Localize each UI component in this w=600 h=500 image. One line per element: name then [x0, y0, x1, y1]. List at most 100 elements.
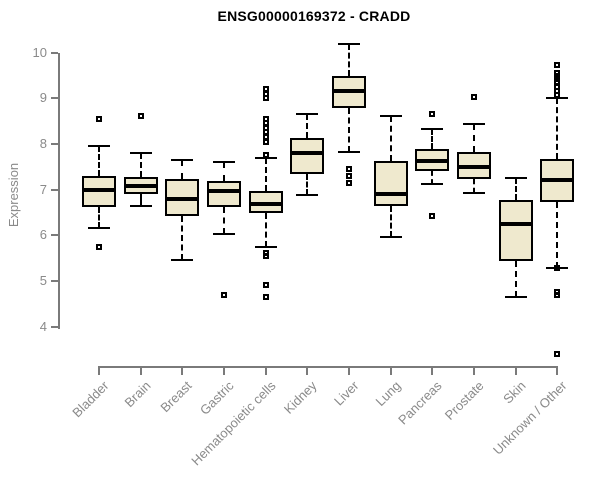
- x-tick: [431, 368, 434, 375]
- boxplot-brain-outlier: [137, 113, 144, 120]
- boxplot-prostate-lower-cap: [462, 191, 485, 194]
- boxplot-liver-lower-cap: [337, 150, 360, 153]
- boxplot-brain-median: [123, 183, 158, 188]
- boxplot-hematopoietic-cells-upper-whisker: [264, 157, 267, 191]
- boxplot-skin-median: [498, 221, 533, 226]
- boxplot-gastric-outlier: [220, 291, 227, 298]
- y-tick: [51, 142, 58, 145]
- boxplot-pancreas-lower-cap: [421, 183, 444, 186]
- boxplot-lung-box: [373, 161, 408, 206]
- boxplot-unknown-other-upper-whisker: [556, 98, 559, 159]
- boxplot-hematopoietic-cells-outlier: [262, 282, 269, 289]
- y-tick-label: 5: [39, 272, 47, 288]
- boxplot-unknown-other-outlier: [554, 61, 561, 68]
- boxplot-pancreas-outlier: [429, 111, 436, 118]
- boxplot-pancreas-upper-cap: [421, 128, 444, 131]
- boxplot-kidney-upper-whisker: [306, 114, 309, 139]
- x-tick: [98, 368, 100, 375]
- boxplot-prostate-median: [456, 165, 491, 170]
- boxplot-hematopoietic-cells-outlier: [262, 252, 269, 259]
- x-tick: [306, 368, 309, 375]
- y-tick: [51, 325, 58, 328]
- y-tick-label: 7: [39, 181, 47, 197]
- boxplot-liver-outlier: [345, 165, 352, 172]
- y-axis-line: [58, 52, 60, 329]
- boxplot-hematopoietic-cells-outlier: [262, 152, 269, 159]
- boxplot-skin-box: [498, 200, 533, 261]
- boxplot-prostate-outlier: [470, 93, 477, 100]
- boxplot-gastric-box: [206, 181, 241, 207]
- boxplot-breast-median: [165, 196, 200, 201]
- boxplot-pancreas-median: [415, 158, 450, 163]
- y-tick-label: 6: [39, 227, 47, 243]
- boxplot-lung-lower-whisker: [389, 205, 392, 238]
- boxplot-hematopoietic-cells-outlier: [262, 95, 269, 102]
- y-tick-label: 8: [39, 135, 47, 151]
- boxplot-gastric-upper-cap: [212, 160, 235, 163]
- boxplot-prostate-upper-whisker: [472, 124, 475, 152]
- boxplot-lung-upper-whisker: [389, 115, 392, 162]
- boxplot-breast-lower-whisker: [181, 216, 184, 260]
- boxplot-kidney-box: [290, 138, 325, 174]
- boxplot-hematopoietic-cells-median: [248, 202, 283, 207]
- y-tick-label: 4: [39, 318, 47, 334]
- boxplot-gastric-lower-whisker: [222, 206, 225, 235]
- x-tick: [389, 368, 392, 375]
- x-tick: [347, 368, 350, 375]
- boxplot-pancreas-outlier: [429, 212, 436, 219]
- boxplot-liver-upper-whisker: [347, 43, 350, 77]
- boxplot-unknown-other-outlier: [554, 350, 561, 357]
- boxplot-brain-lower-whisker: [139, 193, 142, 206]
- boxplot-breast-upper-whisker: [181, 159, 184, 179]
- boxplot-lung-lower-cap: [379, 236, 402, 239]
- boxplot-unknown-other-lower-whisker: [556, 201, 559, 269]
- y-tick: [51, 279, 58, 282]
- x-tick: [514, 368, 517, 375]
- y-tick-label: 9: [39, 90, 47, 106]
- boxplot-unknown-other-outlier: [554, 292, 561, 299]
- boxplot-unknown-other-outlier: [554, 91, 561, 98]
- boxplot-bladder-upper-whisker: [98, 146, 100, 176]
- y-tick: [51, 188, 58, 191]
- boxplot-hematopoietic-cells-box: [248, 190, 283, 213]
- boxplot-skin-lower-whisker: [514, 260, 517, 298]
- boxplot-unknown-other-lower-cap: [546, 267, 569, 270]
- boxplot-bladder-median: [82, 187, 116, 192]
- y-tick: [51, 234, 58, 237]
- boxplot-liver-lower-whisker: [347, 107, 350, 152]
- boxplot-kidney-median: [290, 150, 325, 155]
- boxplot-lung-median: [373, 191, 408, 196]
- boxplot-unknown-other-upper-cap: [546, 97, 569, 100]
- y-tick: [51, 51, 58, 54]
- boxplot-bladder-outlier: [96, 244, 102, 251]
- x-tick: [264, 368, 267, 375]
- x-tick: [181, 368, 184, 375]
- boxplot-bladder-outlier: [96, 115, 102, 122]
- boxplot-skin-lower-cap: [504, 296, 527, 299]
- boxplot-bladder-upper-cap: [88, 145, 110, 148]
- boxplot-hematopoietic-cells-lower-whisker: [264, 212, 267, 248]
- boxplot-bladder-lower-whisker: [98, 206, 100, 229]
- boxplot-hematopoietic-cells-outlier: [262, 138, 269, 145]
- x-tick: [139, 368, 142, 375]
- boxplot-prostate-upper-cap: [462, 123, 485, 126]
- boxplot-brain-upper-cap: [129, 151, 152, 154]
- boxplot-kidney-lower-whisker: [306, 173, 309, 195]
- boxplot-liver-upper-cap: [337, 42, 360, 45]
- boxplot-pancreas-upper-whisker: [431, 129, 434, 150]
- boxplot-gastric-upper-whisker: [222, 161, 225, 182]
- boxplot-skin-upper-cap: [504, 177, 527, 180]
- y-tick: [51, 97, 58, 100]
- boxplot-liver-outlier: [345, 179, 352, 186]
- boxplot-breast-upper-cap: [171, 158, 194, 161]
- boxplot-skin-upper-whisker: [514, 178, 517, 201]
- boxplot-brain-upper-whisker: [139, 152, 142, 177]
- boxplot-liver-median: [331, 89, 366, 94]
- boxplot-hematopoietic-cells-lower-cap: [254, 246, 277, 249]
- boxplot-pancreas-lower-whisker: [431, 170, 434, 184]
- x-tick: [472, 368, 475, 375]
- x-axis-line: [98, 366, 559, 368]
- y-tick-label: 10: [32, 44, 47, 60]
- boxplot-prostate-lower-whisker: [472, 178, 475, 193]
